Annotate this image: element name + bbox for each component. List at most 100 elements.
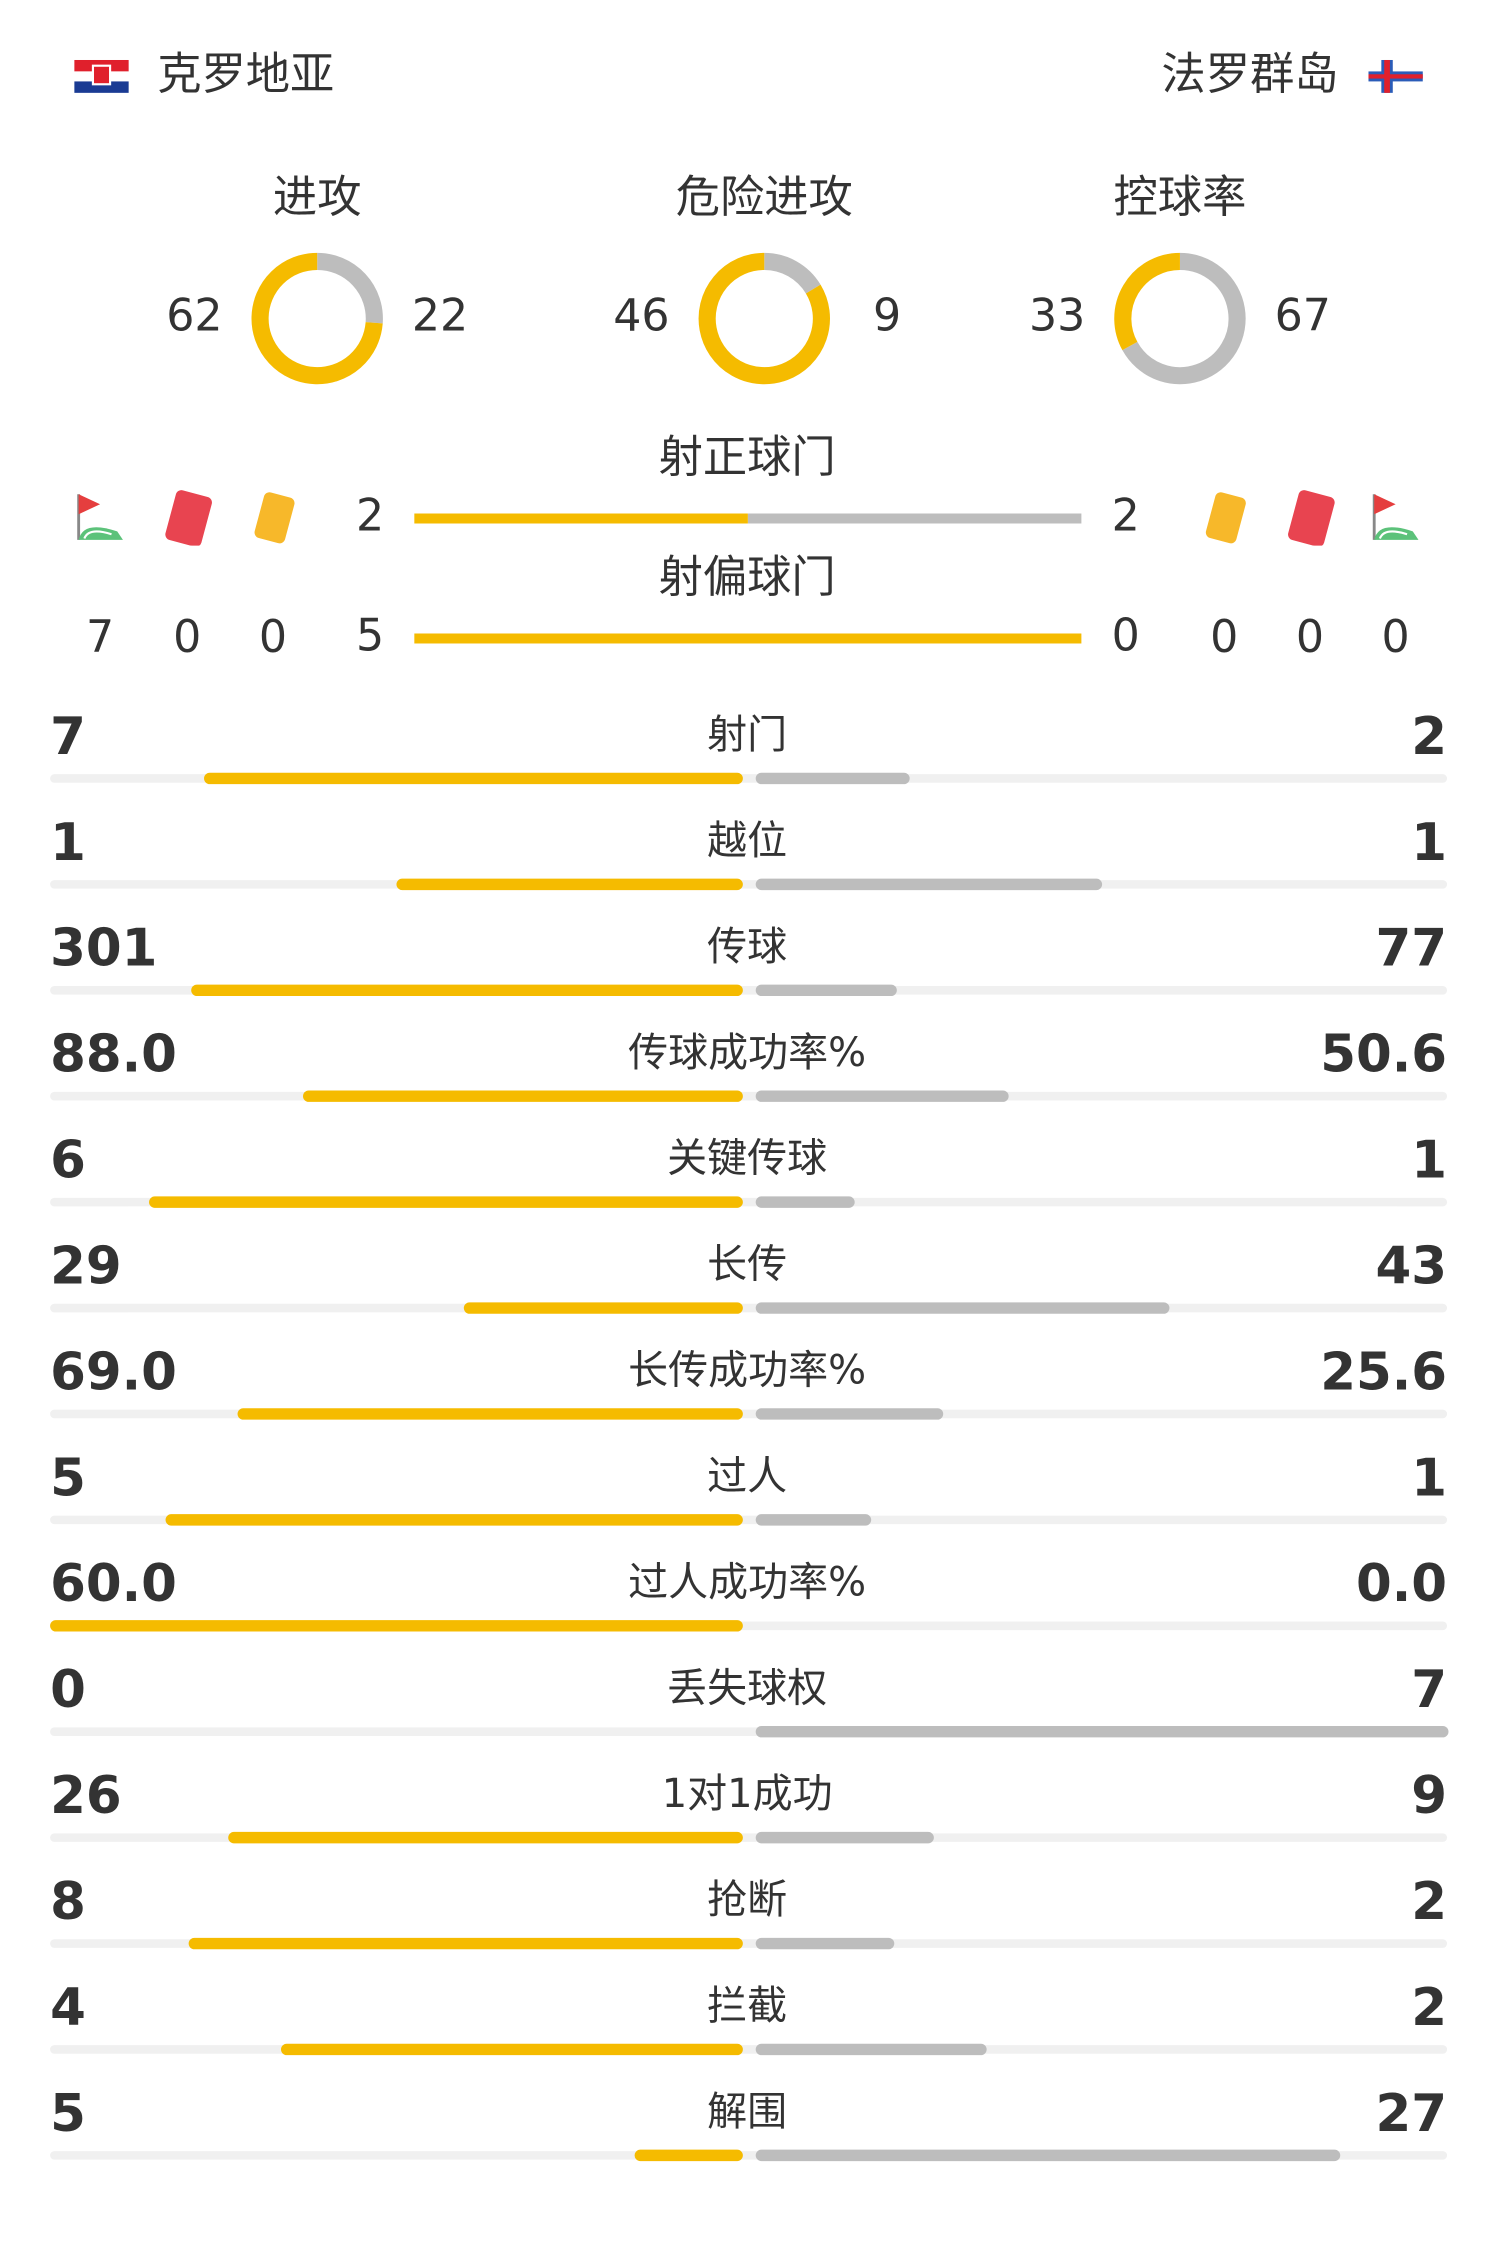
donut-away	[316, 252, 383, 324]
away-value: 9	[1411, 1766, 1447, 1826]
away-rate: 67	[1275, 291, 1331, 342]
away-value: 2	[1411, 707, 1447, 767]
bar-track	[50, 2045, 1448, 2054]
rate-label: 危险进攻	[676, 172, 853, 223]
home-bar	[634, 2149, 743, 2162]
away-team: 法罗群岛	[1161, 49, 1338, 100]
stat-label: 过人成功率%	[628, 1559, 866, 1605]
stat-label: 丢失球权	[667, 1665, 827, 1711]
shots-bar-home	[414, 513, 748, 524]
home-yellow-cards: 0	[259, 612, 287, 663]
home-bar	[237, 1408, 743, 1420]
home-value: 26	[50, 1766, 122, 1826]
stat-label: 关键传球	[667, 1136, 827, 1182]
away-value: 1	[1411, 1448, 1447, 1508]
corner-icon	[1372, 492, 1420, 542]
home-value: 8	[50, 1872, 86, 1932]
home-value: 4	[50, 1978, 86, 2038]
away-value: 0.0	[1356, 1554, 1447, 1614]
away-value: 27	[1376, 2084, 1448, 2144]
home-value: 6	[50, 1131, 86, 1191]
away-bar	[755, 772, 910, 785]
red-card-icon	[1286, 488, 1336, 546]
stat-label: 长传成功率%	[628, 1348, 866, 1394]
away-corners: 0	[1382, 612, 1410, 663]
shots-bar-away	[747, 513, 1082, 524]
away-events: 0 0 0	[1204, 488, 1420, 663]
rate-label: 控球率	[1114, 172, 1247, 223]
away-bar	[755, 1937, 895, 1950]
home-rate: 33	[1029, 291, 1085, 342]
away-bar	[755, 1090, 1009, 1102]
away-rate: 9	[873, 291, 901, 342]
shots-label: 射正球门	[659, 432, 836, 483]
yellow-card-icon	[253, 490, 296, 545]
croatia-flag	[74, 59, 129, 93]
home-bar	[165, 1514, 743, 1526]
home-value: 5	[50, 2084, 86, 2144]
stat-label: 越位	[707, 818, 787, 864]
stat-label: 传球	[707, 924, 787, 970]
away-shots: 0	[1112, 610, 1140, 661]
home-bar	[50, 1620, 743, 1632]
home-events: 7 0 0	[77, 488, 296, 663]
stat-label: 拦截	[707, 1983, 787, 2029]
stat-label: 传球成功率%	[628, 1030, 866, 1076]
donut-home	[251, 252, 383, 385]
stat-label: 射门	[707, 712, 787, 758]
stat-label: 解围	[707, 2089, 787, 2135]
home-bar	[149, 1196, 743, 1208]
home-bar	[463, 1302, 743, 1314]
home-bar	[188, 1937, 743, 1950]
home-bar	[396, 878, 743, 891]
home-bar	[191, 984, 743, 997]
home-red-cards: 0	[173, 612, 201, 663]
home-shots: 5	[356, 610, 384, 661]
away-bar	[755, 2149, 1341, 2162]
away-bar	[755, 1725, 1449, 1738]
home-value: 29	[50, 1236, 122, 1296]
away-rate: 22	[412, 291, 468, 342]
away-value: 1	[1411, 813, 1447, 873]
away-yellow-cards: 0	[1210, 612, 1238, 663]
home-value: 0	[50, 1660, 86, 1720]
home-rate: 62	[166, 291, 222, 342]
donut-away	[1122, 252, 1246, 385]
home-bar	[204, 772, 743, 785]
home-bar	[281, 2043, 743, 2056]
stat-label: 长传	[707, 1242, 787, 1288]
home-value: 7	[50, 707, 86, 767]
yellow-card-icon	[1204, 490, 1248, 545]
away-red-cards: 0	[1296, 612, 1324, 663]
away-value: 43	[1376, 1236, 1448, 1296]
home-value: 88.0	[50, 1025, 177, 1085]
rate-label: 进攻	[273, 172, 362, 223]
home-rate: 46	[613, 291, 669, 342]
home-value: 301	[50, 919, 157, 979]
away-bar	[755, 1831, 934, 1844]
bar-track	[50, 880, 1448, 889]
home-bar	[303, 1090, 743, 1102]
donut-home	[1114, 252, 1181, 351]
home-value: 60.0	[50, 1554, 177, 1614]
away-bar	[755, 1408, 944, 1420]
bar-track	[50, 1091, 1448, 1101]
stat-label: 过人	[707, 1453, 787, 1499]
away-bar	[755, 2043, 987, 2056]
away-value: 2	[1411, 1978, 1447, 2038]
away-value: 2	[1411, 1872, 1447, 1932]
away-shots: 2	[1112, 491, 1140, 542]
home-value: 5	[50, 1448, 86, 1508]
home-shots: 2	[356, 491, 384, 542]
away-value: 7	[1411, 1660, 1447, 1720]
faroe-flag	[1368, 59, 1423, 93]
home-bar	[228, 1831, 743, 1844]
stat-label: 抢断	[707, 1877, 787, 1923]
away-bar	[755, 1196, 855, 1208]
red-card-icon	[164, 488, 214, 546]
corner-icon	[77, 492, 125, 542]
shots-bar-home	[414, 633, 1082, 644]
home-corners: 7	[86, 612, 114, 663]
